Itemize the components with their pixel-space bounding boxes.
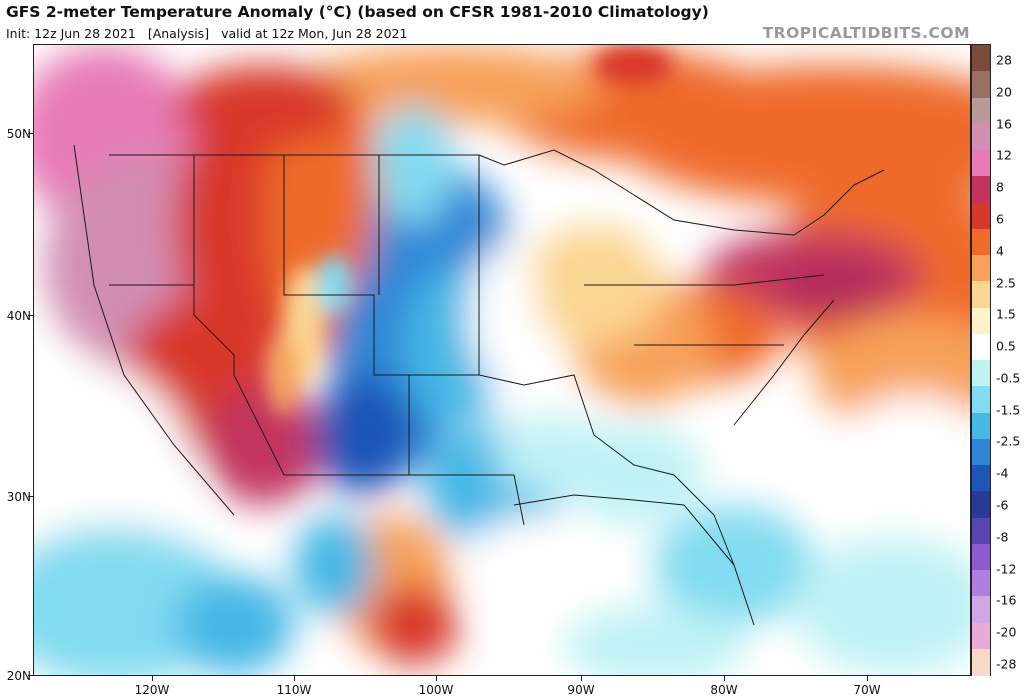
color-swatch [972, 543, 990, 571]
us-mexico-border [233, 374, 409, 476]
map-title: GFS 2-meter Temperature Anomaly (°C) (ba… [6, 3, 709, 21]
color-scale-label: 1.5 [996, 306, 1016, 322]
color-swatch [972, 176, 990, 203]
lon-label-100w: 100W [418, 683, 454, 697]
lat-tick [28, 315, 33, 316]
lon-tick [581, 676, 582, 681]
color-swatch [972, 45, 990, 72]
color-scale-label: -2.5 [996, 433, 1021, 449]
color-swatch [972, 307, 990, 335]
color-swatch [972, 123, 990, 151]
west-state-lines [193, 155, 235, 375]
lon-tick [436, 676, 437, 681]
color-swatch [972, 281, 990, 308]
lat-tick [28, 133, 33, 134]
analysis-tag: [Analysis] [147, 26, 210, 41]
color-swatch [972, 360, 990, 387]
lat-tick [28, 675, 33, 676]
color-scale-label: -12 [996, 561, 1017, 577]
color-swatch [972, 150, 990, 177]
color-scale-label: 12 [996, 147, 1012, 163]
brand-watermark: TROPICALTIDBITS.COM [762, 24, 970, 42]
lat-label-50n: 50N [6, 127, 31, 141]
lon-tick [867, 676, 868, 681]
color-scale-label: 28 [996, 52, 1012, 68]
color-swatch [972, 71, 990, 98]
lon-label-110w: 110W [276, 683, 312, 697]
color-swatch [972, 438, 990, 466]
southeast-line [523, 374, 755, 626]
color-swatch [972, 97, 990, 125]
color-swatch [972, 465, 990, 492]
color-scale-label: 16 [996, 116, 1012, 132]
color-swatch [972, 517, 990, 545]
atlantic-coast [733, 299, 835, 426]
color-scale-label: -1.5 [996, 402, 1021, 418]
color-scale-label: -28 [996, 656, 1017, 672]
lon-tick [152, 676, 153, 681]
lon-tick [294, 676, 295, 681]
lat-label-30n: 30N [6, 490, 31, 504]
great-lakes-border [478, 149, 885, 236]
color-scale-label: 2.5 [996, 275, 1016, 291]
color-swatch [972, 622, 990, 650]
lat-tick [28, 496, 33, 497]
lon-label-90w: 90W [567, 683, 595, 697]
lat-label-20n: 20N [6, 669, 31, 683]
color-swatch [972, 648, 990, 676]
texas-line [408, 375, 525, 526]
lat-label-40n: 40N [6, 309, 31, 323]
lon-label-80w: 80W [710, 683, 738, 697]
pacific-coast [73, 144, 235, 516]
gulf-coast [513, 494, 735, 566]
plains-line [478, 155, 525, 386]
color-swatch [972, 333, 990, 361]
color-swatch [972, 228, 990, 256]
color-scale-label: -0.5 [996, 370, 1021, 386]
color-swatch [972, 570, 990, 597]
boundary-lines [73, 144, 885, 626]
color-swatch [972, 596, 990, 623]
map-subtitle: Init: 12z Jun 28 2021 [Analysis] valid at … [6, 26, 419, 41]
color-swatch [972, 386, 990, 413]
lon-tick [724, 676, 725, 681]
color-scale-label: 20 [996, 84, 1012, 100]
ohio-valley-line [584, 274, 825, 286]
anomaly-map [33, 44, 971, 676]
lon-label-120w: 120W [134, 683, 170, 697]
color-scale-label: 8 [996, 179, 1004, 195]
color-scale-label: 6 [996, 211, 1004, 227]
color-scale-label: -4 [996, 465, 1009, 481]
color-scale-label: 4 [996, 243, 1004, 259]
color-scale-label: -6 [996, 497, 1009, 513]
init-time: Init: 12z Jun 28 2021 [6, 26, 136, 41]
color-scale-bar [971, 44, 991, 676]
color-swatch [972, 491, 990, 518]
color-swatch [972, 202, 990, 230]
color-swatch [972, 412, 990, 440]
color-scale-label: 0.5 [996, 338, 1016, 354]
lon-label-70w: 70W [853, 683, 881, 697]
color-scale-label: -8 [996, 529, 1009, 545]
map-canvas [34, 45, 970, 675]
color-swatch [972, 255, 990, 282]
valid-time: valid at 12z Mon, Jun 28 2021 [221, 26, 408, 41]
color-scale-label: -16 [996, 592, 1017, 608]
color-scale-label: -20 [996, 624, 1017, 640]
